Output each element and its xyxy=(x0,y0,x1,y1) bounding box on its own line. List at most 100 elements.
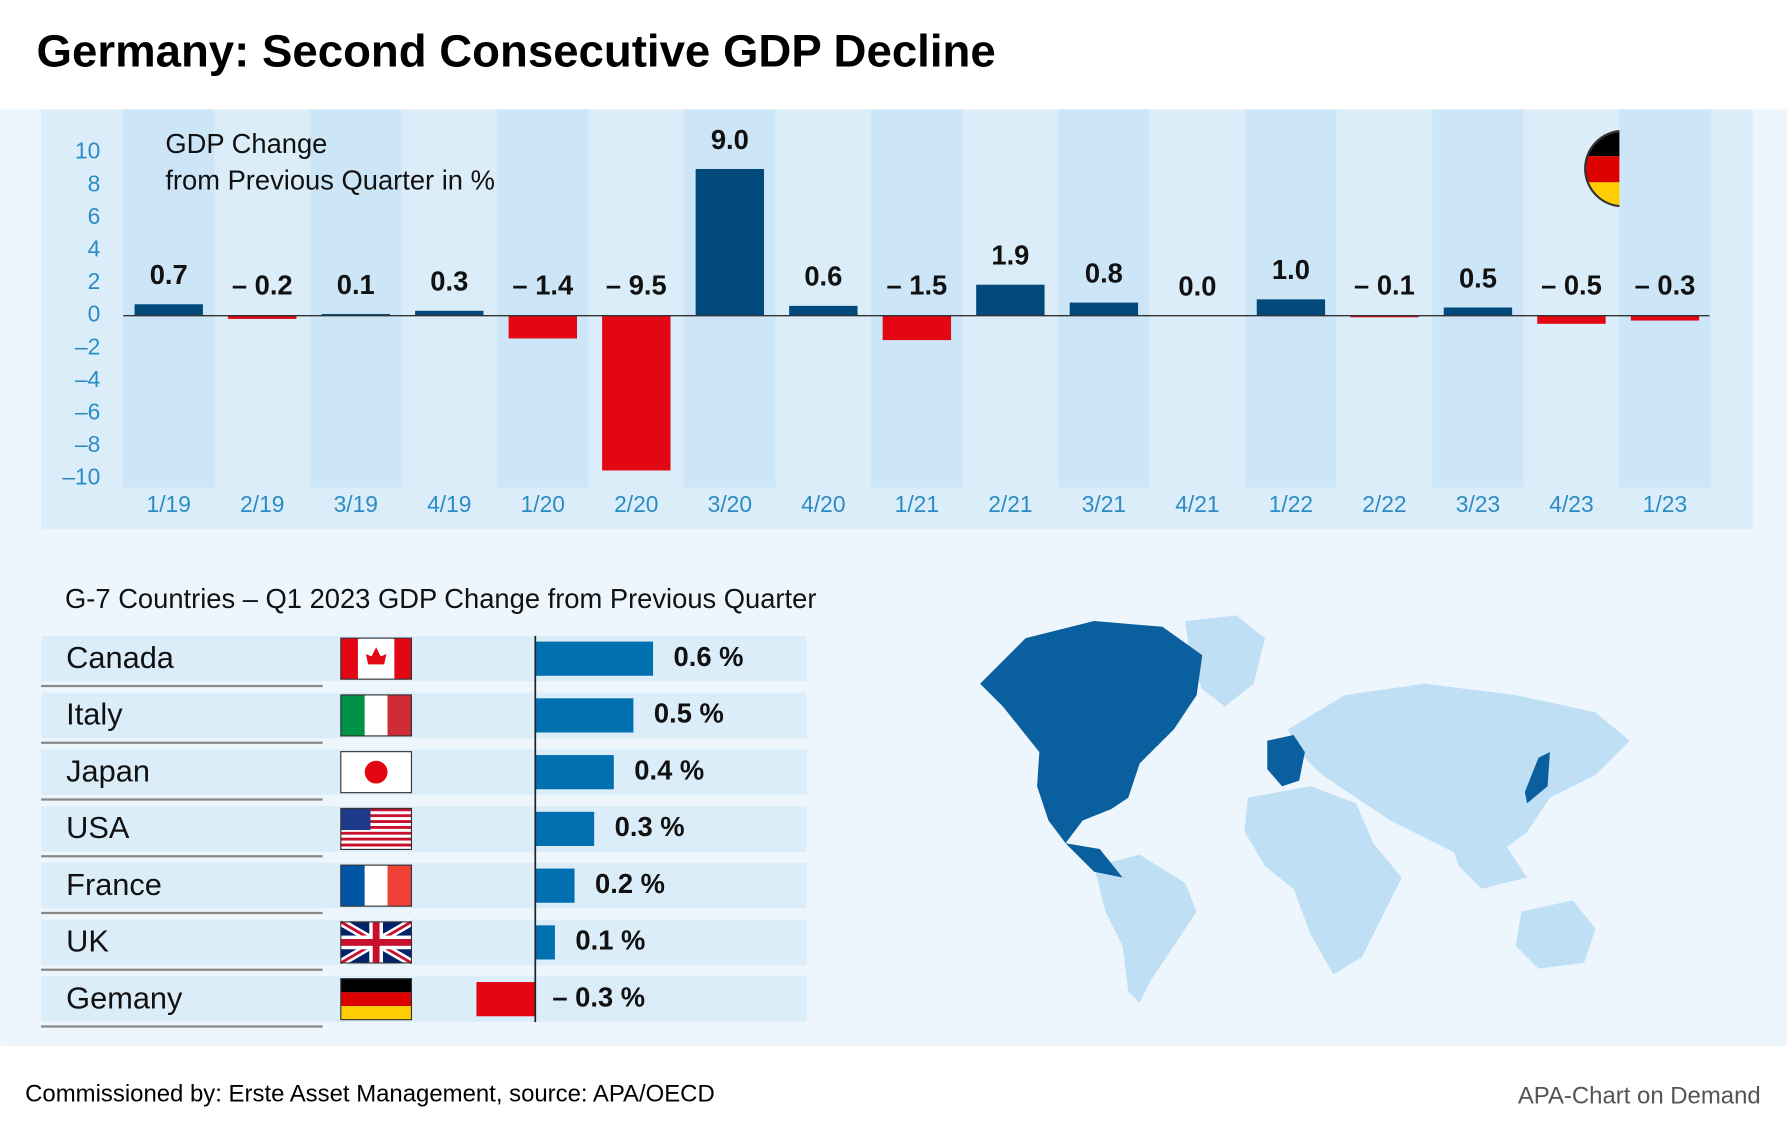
x-tick-label: 1/22 xyxy=(1269,491,1313,517)
category-label: Gemany xyxy=(66,980,183,1015)
flag xyxy=(340,637,413,680)
flag-part xyxy=(340,811,412,815)
x-tick-label: 3/21 xyxy=(1082,491,1126,517)
value-label: – 1.5 xyxy=(886,269,947,300)
flag xyxy=(340,751,413,794)
value-label: – 0.1 xyxy=(1354,269,1415,300)
bar xyxy=(602,315,671,471)
band xyxy=(123,109,215,488)
flag-part xyxy=(340,808,412,812)
row-bg xyxy=(41,862,807,909)
flag-part xyxy=(364,865,388,907)
bar xyxy=(535,811,595,847)
y-tick-label: –10 xyxy=(62,464,100,490)
category-label: Italy xyxy=(66,697,123,732)
flag xyxy=(340,978,413,1021)
value-label: 0.3 xyxy=(430,266,468,297)
flag-part xyxy=(364,760,388,784)
category-label: Canada xyxy=(66,640,175,675)
flag-part xyxy=(340,814,412,818)
flag xyxy=(340,807,413,850)
row-bg xyxy=(41,919,807,966)
flag-border xyxy=(340,637,413,680)
bar xyxy=(134,304,203,316)
flag-part xyxy=(340,834,412,838)
flag-part xyxy=(340,846,412,850)
y-tick-label: 0 xyxy=(88,301,101,327)
flag-part xyxy=(340,837,412,841)
flag-part xyxy=(340,865,365,907)
bar xyxy=(1350,315,1419,318)
x-tick-label: 2/22 xyxy=(1362,491,1406,517)
band xyxy=(1619,109,1711,488)
flag-part xyxy=(340,843,412,847)
row-bg xyxy=(41,692,807,739)
band xyxy=(310,109,402,488)
x-tick-label: 4/19 xyxy=(427,491,471,517)
x-tick-label: 3/20 xyxy=(708,491,752,517)
annotation: from Previous Quarter in % xyxy=(165,165,495,196)
y-tick-label: –2 xyxy=(75,333,100,359)
flag-part xyxy=(340,808,371,831)
flag-border xyxy=(340,694,413,737)
flag xyxy=(338,918,414,967)
world-map xyxy=(980,615,1630,1003)
x-tick-label: 3/23 xyxy=(1456,491,1500,517)
category-label: Japan xyxy=(66,753,150,788)
value-label: – 9.5 xyxy=(606,269,667,300)
flag-part xyxy=(340,831,412,835)
bar xyxy=(695,168,765,316)
bar xyxy=(228,315,297,319)
bar xyxy=(1256,299,1326,316)
flag-part xyxy=(365,647,387,665)
value-label: 0.3 % xyxy=(615,811,685,842)
flag-part xyxy=(340,978,412,993)
flag-part xyxy=(340,825,412,829)
chart-title: G-7 Countries – Q1 2023 GDP Change from … xyxy=(65,583,816,614)
bar xyxy=(415,310,484,316)
x-tick-label: 2/19 xyxy=(240,491,284,517)
value-label: 1.9 xyxy=(991,240,1029,271)
flag-part xyxy=(340,638,358,680)
bar xyxy=(535,755,614,790)
y-tick-label: 10 xyxy=(75,138,100,164)
value-label: 0.2 % xyxy=(595,868,665,899)
value-label: 0.7 xyxy=(150,259,188,290)
flag xyxy=(340,864,413,907)
value-label: 0.5 % xyxy=(654,698,724,729)
x-tick-label: 1/19 xyxy=(147,491,191,517)
flag-border xyxy=(340,921,413,964)
x-tick-label: 2/21 xyxy=(988,491,1032,517)
y-tick-label: 2 xyxy=(88,268,101,294)
value-label: 0.1 xyxy=(337,269,375,300)
x-tick-label: 1/20 xyxy=(521,491,565,517)
value-label: 0.0 xyxy=(1178,271,1216,302)
y-tick-label: –8 xyxy=(75,431,100,457)
value-label: 0.5 xyxy=(1459,262,1497,293)
source: Commissioned by: Erste Asset Management,… xyxy=(25,1080,715,1107)
flag-border xyxy=(340,978,413,1021)
flag-part xyxy=(340,817,412,821)
x-tick-label: 4/21 xyxy=(1175,491,1219,517)
category-label: UK xyxy=(66,924,109,959)
bar xyxy=(535,925,555,960)
bar xyxy=(789,305,858,316)
x-tick-label: 1/21 xyxy=(895,491,939,517)
bar xyxy=(1630,315,1700,321)
value-label: 9.0 xyxy=(711,124,749,155)
flag-part xyxy=(340,694,365,736)
flag-part xyxy=(340,820,412,824)
bar xyxy=(882,315,952,341)
band xyxy=(1432,109,1524,488)
bar xyxy=(476,982,536,1017)
annotation: GDP Change xyxy=(165,128,327,159)
value-label: – 0.3 % xyxy=(552,981,645,1012)
row-bg xyxy=(41,635,807,682)
value-label: 0.4 % xyxy=(634,754,704,785)
bar xyxy=(535,868,575,903)
flag xyxy=(340,694,413,737)
flag-part xyxy=(364,694,388,736)
y-tick-label: –6 xyxy=(75,398,100,424)
bar xyxy=(1069,302,1139,316)
